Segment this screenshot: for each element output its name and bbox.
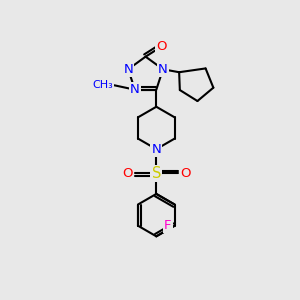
Text: S: S [152, 166, 161, 181]
Text: O: O [122, 167, 133, 180]
Text: N: N [130, 83, 140, 96]
Text: N: N [158, 63, 168, 76]
Text: N: N [152, 143, 161, 156]
Text: O: O [180, 167, 190, 180]
Text: N: N [123, 63, 133, 76]
Text: O: O [157, 40, 167, 53]
Text: CH₃: CH₃ [92, 80, 113, 90]
Text: F: F [164, 219, 172, 232]
